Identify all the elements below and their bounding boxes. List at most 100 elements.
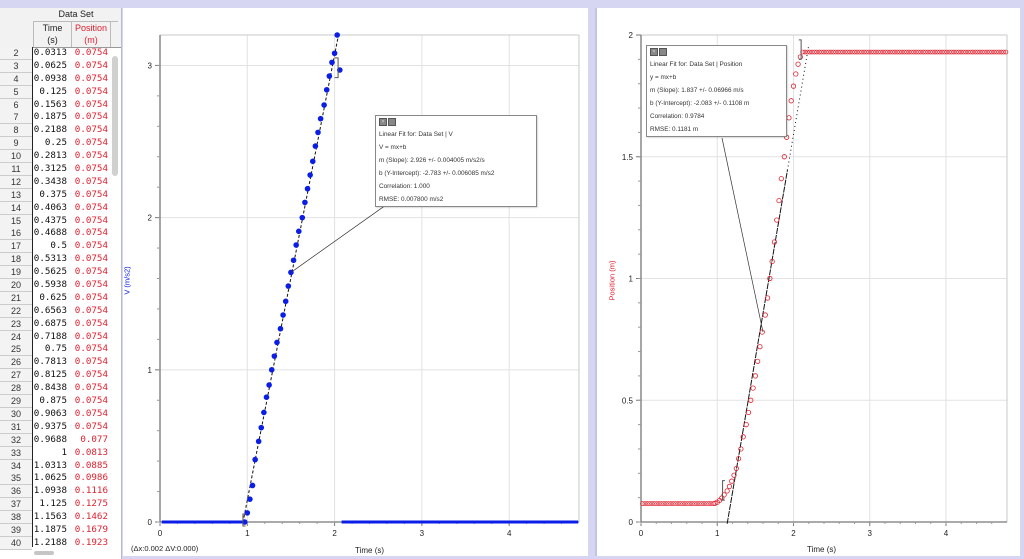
time-cell[interactable]: 0.3125 xyxy=(33,163,67,175)
table-row[interactable]: 24 0.7188 0.0754 xyxy=(0,330,121,344)
time-cell[interactable]: 1.0313 xyxy=(33,459,67,471)
position-cell[interactable]: 0.0754 xyxy=(74,291,108,303)
time-cell[interactable]: 1.1563 xyxy=(33,511,67,523)
position-cell[interactable]: 0.0754 xyxy=(74,369,108,381)
position-cell[interactable]: 0.0754 xyxy=(74,72,108,84)
time-cell[interactable]: 0.7188 xyxy=(33,330,67,342)
table-row[interactable]: 27 0.8125 0.0754 xyxy=(0,369,121,383)
position-cell[interactable]: 0.0754 xyxy=(74,111,108,123)
position-cell[interactable]: 0.0754 xyxy=(74,279,108,291)
table-row[interactable]: 15 0.4375 0.0754 xyxy=(0,214,121,228)
time-cell[interactable]: 0.2813 xyxy=(33,150,67,162)
linear-fit-box-velocity[interactable]: × Linear Fit for: Data Set | V V = mx+b … xyxy=(375,115,537,207)
table-row[interactable]: 6 0.1563 0.0754 xyxy=(0,98,121,112)
position-cell[interactable]: 0.0754 xyxy=(74,343,108,355)
table-row[interactable]: 4 0.0938 0.0754 xyxy=(0,72,121,86)
table-row[interactable]: 22 0.6563 0.0754 xyxy=(0,304,121,318)
time-cell[interactable]: 0.1875 xyxy=(33,111,67,123)
minimize-icon[interactable] xyxy=(659,48,667,56)
time-cell[interactable]: 0.1563 xyxy=(33,98,67,110)
position-cell[interactable]: 0.0754 xyxy=(74,214,108,226)
position-cell[interactable]: 0.0754 xyxy=(74,407,108,419)
position-cell[interactable]: 0.0754 xyxy=(74,85,108,97)
position-graph-panel[interactable]: 0 1 2 3 4 0 0.5 1 1.5 2 × Linear Fit for: Data Se… xyxy=(595,8,1020,556)
close-icon[interactable]: × xyxy=(650,48,658,56)
table-row[interactable]: 38 1.1563 0.1462 xyxy=(0,511,121,525)
time-cell[interactable]: 1.1875 xyxy=(33,523,67,535)
position-cell[interactable]: 0.0754 xyxy=(74,356,108,368)
position-cell[interactable]: 0.0754 xyxy=(74,137,108,149)
time-cell[interactable]: 0.5 xyxy=(50,240,67,252)
time-cell[interactable]: 0.4063 xyxy=(33,201,67,213)
time-cell[interactable]: 1.0625 xyxy=(33,472,67,484)
time-cell[interactable]: 0.875 xyxy=(39,395,67,407)
position-cell[interactable]: 0.0754 xyxy=(74,330,108,342)
position-cell[interactable]: 0.0754 xyxy=(74,59,108,71)
time-cell[interactable]: 0.6563 xyxy=(33,304,67,316)
column-header-time[interactable]: Time (s) xyxy=(42,23,63,45)
table-row[interactable]: 25 0.75 0.0754 xyxy=(0,343,121,357)
position-cell[interactable]: 0.0885 xyxy=(74,459,108,471)
table-row[interactable]: 20 0.5938 0.0754 xyxy=(0,279,121,293)
position-cell[interactable]: 0.0754 xyxy=(74,253,108,265)
table-row[interactable]: 5 0.125 0.0754 xyxy=(0,85,121,99)
table-row[interactable]: 33 1 0.0813 xyxy=(0,446,121,460)
table-row[interactable]: 13 0.375 0.0754 xyxy=(0,188,121,202)
table-row[interactable]: 37 1.125 0.1275 xyxy=(0,498,121,512)
velocity-graph[interactable]: 0 1 2 3 4 0 1 2 3 xyxy=(123,8,588,556)
table-row[interactable]: 11 0.3125 0.0754 xyxy=(0,163,121,177)
close-icon[interactable]: × xyxy=(379,118,387,126)
time-cell[interactable]: 0.7813 xyxy=(33,356,67,368)
time-cell[interactable]: 0.6875 xyxy=(33,317,67,329)
table-row[interactable]: 19 0.5625 0.0754 xyxy=(0,266,121,280)
table-row[interactable]: 31 0.9375 0.0754 xyxy=(0,420,121,434)
time-cell[interactable]: 0.8125 xyxy=(33,369,67,381)
table-row[interactable]: 7 0.1875 0.0754 xyxy=(0,111,121,125)
table-row[interactable]: 3 0.0625 0.0754 xyxy=(0,59,121,73)
velocity-graph-panel[interactable]: 0 1 2 3 4 0 1 2 3 × Linear Fit for: Data Set | V… xyxy=(123,8,588,556)
table-row[interactable]: 10 0.2813 0.0754 xyxy=(0,150,121,164)
position-cell[interactable]: 0.0754 xyxy=(74,188,108,200)
time-cell[interactable]: 0.8438 xyxy=(33,382,67,394)
position-cell[interactable]: 0.0754 xyxy=(74,163,108,175)
time-cell[interactable]: 0.3438 xyxy=(33,175,67,187)
horizontal-scrollbar[interactable] xyxy=(34,551,54,555)
table-row[interactable]: 35 1.0625 0.0986 xyxy=(0,472,121,486)
time-cell[interactable]: 0.5625 xyxy=(33,266,67,278)
position-cell[interactable]: 0.0813 xyxy=(74,446,108,458)
data-table[interactable]: Data Set Time (s) Position (m) 2 0.0313 0.07… xyxy=(0,8,122,559)
time-cell[interactable]: 0.625 xyxy=(39,291,67,303)
time-cell[interactable]: 0.9688 xyxy=(33,433,67,445)
minimize-icon[interactable] xyxy=(388,118,396,126)
table-row[interactable]: 29 0.875 0.0754 xyxy=(0,395,121,409)
position-cell[interactable]: 0.1462 xyxy=(74,511,108,523)
table-row[interactable]: 26 0.7813 0.0754 xyxy=(0,356,121,370)
vertical-scrollbar[interactable] xyxy=(112,56,118,176)
position-cell[interactable]: 0.0754 xyxy=(74,150,108,162)
table-row[interactable]: 28 0.8438 0.0754 xyxy=(0,382,121,396)
position-graph[interactable]: 0 1 2 3 4 0 0.5 1 1.5 2 xyxy=(597,8,1020,556)
time-cell[interactable]: 0.4688 xyxy=(33,227,67,239)
position-cell[interactable]: 0.0986 xyxy=(74,472,108,484)
table-row[interactable]: 8 0.2188 0.0754 xyxy=(0,124,121,138)
position-cell[interactable]: 0.0754 xyxy=(74,227,108,239)
time-cell[interactable]: 0.375 xyxy=(39,188,67,200)
table-row[interactable]: 23 0.6875 0.0754 xyxy=(0,317,121,331)
time-cell[interactable]: 1 xyxy=(61,446,67,458)
position-cell[interactable]: 0.0754 xyxy=(74,395,108,407)
column-header-position[interactable]: Position (m) xyxy=(74,23,108,45)
table-row[interactable]: 40 1.2188 0.1923 xyxy=(0,536,121,550)
time-cell[interactable]: 0.25 xyxy=(44,137,67,149)
table-row[interactable]: 32 0.9688 0.077 xyxy=(0,433,121,447)
position-cell[interactable]: 0.077 xyxy=(80,433,108,445)
table-row[interactable]: 9 0.25 0.0754 xyxy=(0,137,121,151)
position-cell[interactable]: 0.0754 xyxy=(74,266,108,278)
table-row[interactable]: 18 0.5313 0.0754 xyxy=(0,253,121,267)
time-cell[interactable]: 0.9063 xyxy=(33,407,67,419)
position-cell[interactable]: 0.0754 xyxy=(74,382,108,394)
table-row[interactable]: 12 0.3438 0.0754 xyxy=(0,175,121,189)
table-row[interactable]: 16 0.4688 0.0754 xyxy=(0,227,121,241)
time-cell[interactable]: 0.2188 xyxy=(33,124,67,136)
position-cell[interactable]: 0.1116 xyxy=(74,485,108,497)
time-cell[interactable]: 1.2188 xyxy=(33,536,67,548)
